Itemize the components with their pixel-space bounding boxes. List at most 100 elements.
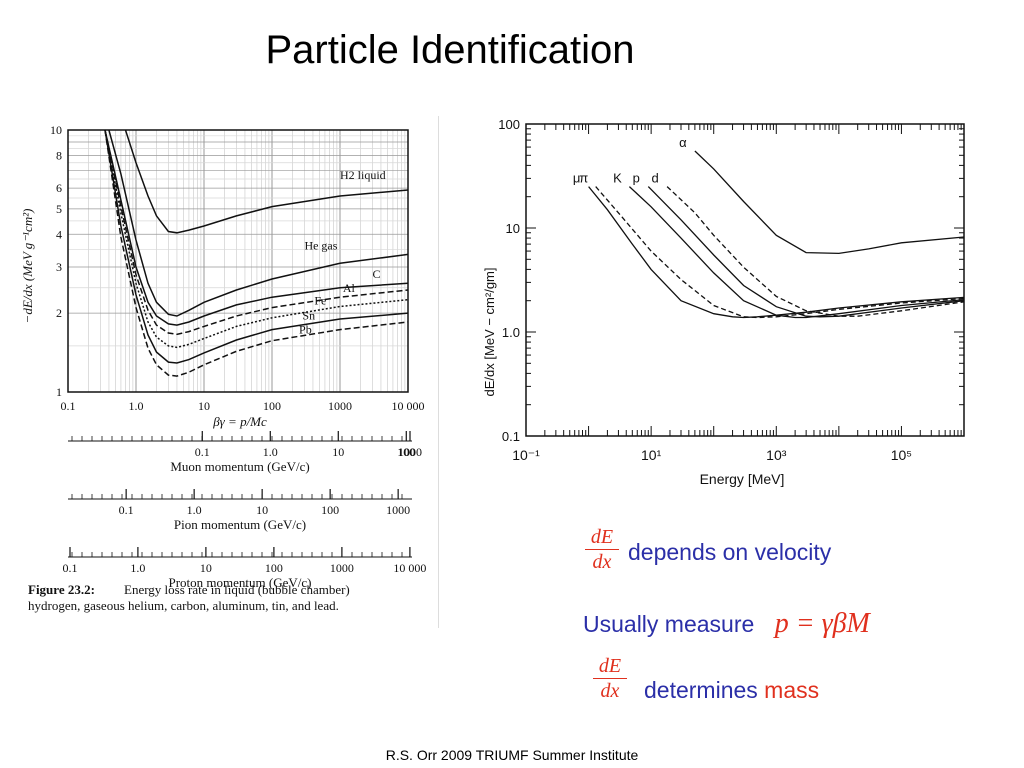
x-tick-labels: 10⁻¹ 10¹ 10³ 10⁵ [512,447,912,463]
curve-label: He gas [304,238,337,252]
de-dx-fraction-1: dE dx [585,526,619,573]
x-tick-label: 10³ [766,447,787,463]
y-tick-labels: 1 2 3 4 5 6 8 10 [50,123,62,399]
curve-label: Al [343,281,356,295]
momentum-tick-label: 100 [265,561,283,575]
curve-fe [104,129,409,349]
curve-p [647,186,965,318]
x-axis-label: βγ = p/Mc [212,414,267,429]
y-axis-label: dE/dx [MeV − cm²/gm] [482,268,497,397]
axis-ticks [525,124,964,437]
momentum-tick-label: 10 [200,561,212,575]
plot-frame [525,123,965,437]
mass-text: mass [764,677,820,703]
y-tick-labels: 0.1 1.0 10 100 [498,117,520,444]
curve-label: H2 liquid [340,168,386,182]
curve-label: Fe [314,294,326,308]
y-tick-label: 2 [56,306,62,320]
caption-text-2: hydrogen, gaseous helium, carbon, alumin… [28,598,339,613]
momentum-tick-label: 1000 [330,561,354,575]
fraction-bar [585,549,619,550]
x-tick-label: 10 000 [392,399,425,413]
momentum-tick-label: 0.1 [195,445,210,459]
x-tick-label: 10¹ [641,447,662,463]
curves-group [588,150,965,319]
de-dx-fraction-2: dE dx [593,655,627,702]
x-tick-labels: 0.1 1.0 10 100 1000 10 000 [61,399,425,413]
x-tick-label: 100 [263,399,281,413]
curve-he-gas [108,129,409,317]
x-tick-label: 0.1 [61,399,76,413]
y-tick-label: 1 [56,385,62,399]
curve-al [104,129,409,336]
slide-footer: R.S. Orr 2009 TRIUMF Summer Institute [385,747,639,763]
y-tick-label: 3 [56,260,62,274]
y-axis-label: −dE/dx (MeV g⁻¹cm²) [20,209,35,324]
x-tick-label: 10⁻¹ [512,447,540,463]
curve-c [104,129,409,326]
curve-α [694,150,965,255]
fraction-denominator: dx [600,680,620,702]
slide-title: Particle Identification [265,28,635,72]
momentum-tick-label: 10 [332,445,344,459]
y-tick-label: 10 [506,221,520,236]
x-tick-label: 10⁵ [891,447,912,463]
momentum-tick-label: 10 [256,503,268,517]
y-tick-label: 100 [498,117,520,132]
curve-μ [588,186,965,319]
bullet-velocity: depends on velocity [628,539,832,565]
curve-sn [104,129,409,364]
measure-text: Usually measure [583,611,755,637]
momentum-formula: p = γβM [774,608,870,639]
curve-pb [104,129,409,377]
momentum-axis-label: Proton momentum (GeV/c) [169,575,312,590]
momentum-axis-label: Pion momentum (GeV/c) [174,517,306,532]
curve-label: K [613,171,622,186]
curve-label: p [633,171,640,186]
y-tick-label: 4 [56,227,62,241]
bullet-measure: Usually measure p = γβM [583,608,870,640]
curve-label: d [651,171,658,186]
curve-label: Pb [299,323,312,337]
x-tick-label: 1.0 [129,399,144,413]
momentum-tick-label: 1.0 [187,503,202,517]
curve-d [666,186,965,317]
fraction-denominator: dx [592,551,612,573]
determines-text: determines [644,677,758,703]
curve-label: μ [573,171,581,186]
momentum-tick-label: 1.0 [263,445,278,459]
momentum-tick-label: 1000 [398,445,422,459]
curve-K [628,186,965,319]
bullet-mass: determines mass [644,677,819,704]
x-tick-label: 10 [198,399,210,413]
curve-label: α [679,135,687,150]
momentum-axis-label: Muon momentum (GeV/c) [170,459,309,474]
momentum-tick-label: 0.1 [119,503,134,517]
y-tick-label: 1.0 [502,325,520,340]
fraction-numerator: dE [590,526,614,548]
fraction-bar [593,678,627,679]
curve-label: C [372,267,380,281]
curves-group [104,129,409,377]
caption-text: Energy loss rate in liquid (bubble chamb… [124,582,350,597]
momentum-tick-label: 100 [321,503,339,517]
y-tick-label: 5 [56,202,62,216]
momentum-tick-label: 10 000 [393,561,426,575]
curve-label: Sn [302,308,315,322]
momentum-tick-label: 0.1 [63,561,78,575]
curve-π [595,186,965,319]
momentum-tick-label: 1000 [386,503,410,517]
y-tick-label: 6 [56,181,62,195]
momentum-tick-label: 100 [397,445,415,459]
curve-label: π [579,171,588,186]
x-tick-label: 1000 [328,399,352,413]
plot-frame [67,129,409,393]
y-tick-label: 0.1 [502,429,520,444]
curve-h2-liquid [124,129,409,234]
